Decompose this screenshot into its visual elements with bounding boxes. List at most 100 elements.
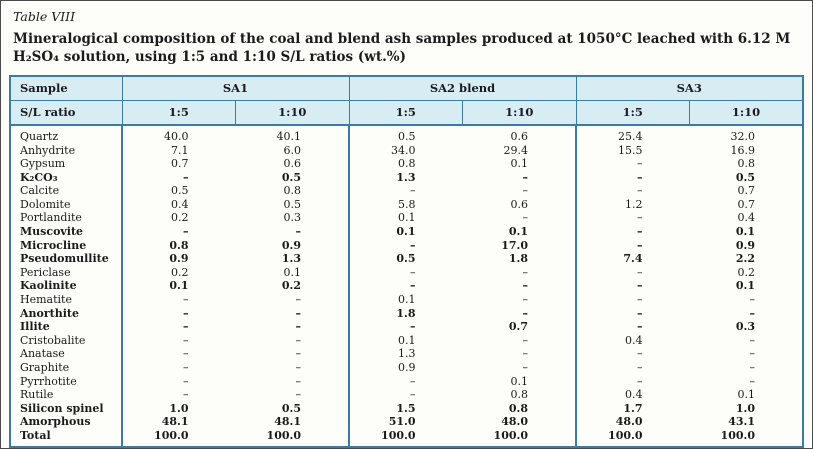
value-cell: 1.5 — [348, 401, 463, 416]
mineral-name: Anhydrite — [10, 143, 123, 157]
mineral-name: Pyrrhotite — [10, 374, 123, 388]
table-row: Pseudomullite 0.9 1.3 0.5 1.8 7.4 2.2 — [10, 251, 803, 266]
table-row: Graphite – – 0.9 – – – — [10, 360, 803, 375]
value-cell: 100.0 — [720, 428, 755, 442]
header-row-ratios: S/L ratio 1:5 1:10 1:5 1:10 1:5 1:10 — [9, 99, 804, 126]
value-cell: – — [575, 374, 690, 388]
value-cell: – — [522, 170, 529, 184]
value-cell: 0.7 — [737, 184, 756, 198]
value-cell: – — [295, 225, 302, 239]
table-title: Mineralogical composition of the coal an… — [13, 31, 791, 65]
table-row: Gypsum 0.7 0.6 0.8 0.1 – 0.8 — [10, 156, 803, 171]
value-cell: – — [522, 279, 529, 293]
subheader-sa1-1-5: 1:5 — [121, 99, 236, 126]
table-row: Illite – – – 0.7 – 0.3 — [10, 319, 803, 334]
value-cell: – — [295, 388, 302, 402]
value-cell: 16.9 — [730, 143, 756, 157]
value-cell: 1.3 — [281, 252, 301, 266]
value-cell: 1.8 — [508, 252, 528, 266]
value-cell: 0.7 — [508, 320, 528, 334]
value-cell: 51.0 — [348, 415, 463, 429]
value-cell: 0.5 — [281, 401, 301, 415]
value-cell: – — [575, 292, 690, 307]
table-row: Anorthite – – 1.8 – – – — [10, 306, 803, 320]
value-cell: 1.7 — [575, 401, 690, 416]
mineral-name: Quartz — [10, 124, 123, 144]
value-cell: 0.8 — [737, 157, 756, 171]
mineral-name: Periclase — [10, 265, 123, 280]
value-cell: 0.5 — [348, 124, 463, 144]
value-cell: 48.1 — [274, 415, 301, 429]
mineral-name: K₂CO₃ — [10, 170, 123, 184]
value-cell: 0.9 — [281, 238, 301, 252]
value-cell: 0.1 — [508, 225, 528, 239]
value-cell: – — [183, 374, 189, 388]
value-cell: 1.0 — [735, 401, 755, 415]
table-row: Muscovite – – 0.1 0.1 – 0.1 — [10, 224, 803, 239]
value-cell: – — [183, 333, 189, 347]
mineral-name: Microcline — [10, 238, 123, 252]
value-cell: – — [183, 347, 189, 361]
mineral-name: Anatase — [10, 347, 123, 361]
value-cell: 0.8 — [283, 184, 302, 198]
value-cell: 0.2 — [171, 211, 189, 225]
table-row: K₂CO₃ – 0.5 1.3 – – 0.5 — [10, 170, 803, 184]
subheader-sa1-1-10: 1:10 — [235, 99, 350, 126]
value-cell: 7.1 — [171, 143, 189, 157]
value-cell: – — [522, 347, 529, 361]
table-row: Dolomite 0.4 0.5 5.8 0.6 1.2 0.7 — [10, 197, 803, 212]
value-cell: – — [575, 306, 690, 320]
value-cell: – — [749, 361, 756, 375]
value-cell: 1.3 — [348, 170, 463, 184]
value-cell: 7.4 — [575, 251, 690, 266]
value-cell: – — [183, 320, 189, 334]
value-cell: 0.4 — [737, 211, 756, 225]
value-cell: 100.0 — [493, 428, 528, 442]
value-cell: 0.5 — [348, 251, 463, 266]
value-cell: 0.1 — [510, 157, 529, 171]
mineral-name: Calcite — [10, 184, 123, 198]
value-cell: 32.0 — [730, 129, 756, 143]
mineral-name: Cristobalite — [10, 333, 123, 348]
value-cell: 43.1 — [728, 415, 755, 429]
value-cell: 40.0 — [164, 129, 189, 143]
value-cell: 0.1 — [348, 211, 463, 225]
value-cell: – — [522, 211, 529, 225]
value-cell: 0.2 — [737, 265, 756, 279]
value-cell: – — [183, 293, 189, 307]
value-cell: – — [575, 211, 690, 225]
value-cell: – — [522, 265, 529, 279]
value-cell: 0.1 — [735, 279, 755, 293]
value-cell: 0.8 — [169, 238, 189, 252]
value-cell: 34.0 — [348, 143, 463, 157]
value-cell: – — [183, 225, 189, 239]
value-cell: 40.1 — [276, 129, 302, 143]
value-cell: 0.2 — [281, 279, 301, 293]
value-cell: – — [575, 347, 690, 361]
value-cell: 0.1 — [735, 225, 755, 239]
value-cell: 1.3 — [348, 347, 463, 361]
value-cell: – — [295, 320, 302, 334]
table-row: Anatase – – 1.3 – – – — [10, 347, 803, 361]
table-row: Pyrrhotite – – – 0.1 – – — [10, 374, 803, 388]
value-cell: 0.8 — [510, 388, 529, 402]
mineral-name: Silicon spinel — [10, 401, 123, 416]
value-cell: – — [575, 224, 690, 239]
table-row: Hematite – – 0.1 – – – — [10, 292, 803, 307]
subheader-sa2-1-10: 1:10 — [462, 99, 577, 126]
table-row: Calcite 0.5 0.8 – – – 0.7 — [10, 184, 803, 198]
value-cell: 0.1 — [169, 279, 189, 293]
value-cell: 0.4 — [575, 387, 690, 402]
value-cell: – — [348, 387, 463, 402]
value-cell: – — [575, 279, 690, 293]
value-cell: 1.0 — [169, 401, 189, 415]
value-cell: – — [348, 319, 463, 334]
value-cell: 48.0 — [575, 415, 690, 429]
table-row: Microcline 0.8 0.9 – 17.0 – 0.9 — [10, 238, 803, 252]
value-cell: – — [295, 374, 302, 388]
value-cell: – — [522, 184, 529, 198]
table-row: Anhydrite 7.1 6.0 34.0 29.4 15.5 16.9 — [10, 143, 803, 157]
sample-header-cell: Sample — [9, 75, 123, 101]
value-cell: – — [295, 361, 302, 375]
value-cell: 0.6 — [283, 157, 302, 171]
